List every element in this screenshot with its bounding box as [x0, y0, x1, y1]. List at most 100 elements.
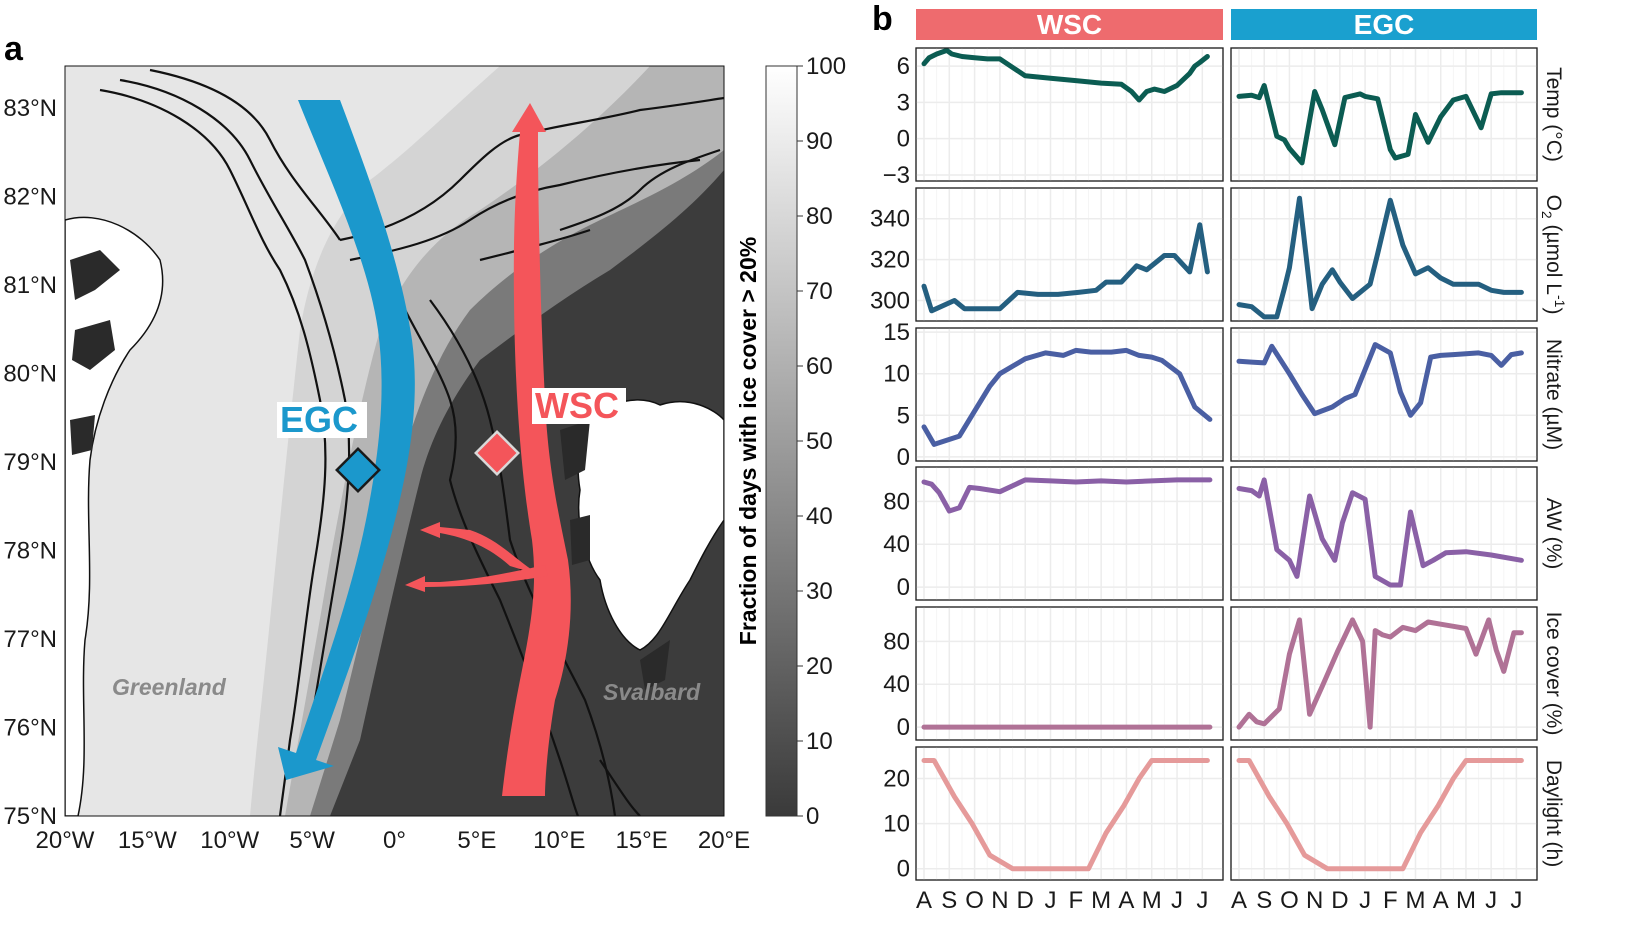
y-tick-label: 80 — [883, 488, 910, 515]
longitude-tick-label: 10°W — [200, 827, 259, 854]
colorbar-tick-label: 30 — [806, 578, 833, 605]
month-tick-label: M — [1091, 887, 1111, 914]
longitude-tick-label: 15°E — [615, 827, 667, 854]
svalbard-land — [577, 399, 724, 651]
latitude-tick-label: 82°N — [3, 184, 57, 211]
y-tick-label: 0 — [897, 444, 910, 471]
svalbard-coast-dark — [560, 420, 670, 690]
colorbar-tick-label: 40 — [806, 503, 833, 530]
egc-station-label: EGC — [280, 399, 358, 440]
facet-panel-border — [1230, 746, 1538, 881]
y-tick-label: 0 — [897, 126, 910, 153]
colorbar-tick-label: 80 — [806, 203, 833, 230]
series-line-egc — [1236, 195, 1524, 320]
colorbar-tick-label: 20 — [806, 653, 833, 680]
y-axis-title-part: ) — [1542, 307, 1565, 314]
facet-panel-border — [915, 606, 1224, 741]
month-tick-label: J — [1045, 887, 1057, 914]
month-tick-label: M — [1142, 887, 1162, 914]
y-tick-label: 340 — [870, 206, 910, 233]
y-axis-title-subscript: 2 — [1539, 211, 1555, 219]
month-tick-label: A — [916, 887, 932, 914]
month-tick-label: J — [1196, 887, 1208, 914]
month-tick-label: O — [965, 887, 984, 914]
colorbar-tick-label: 60 — [806, 353, 833, 380]
colorbar-tick-label: 10 — [806, 728, 833, 755]
facet-panel-border — [915, 746, 1224, 881]
map-frame — [64, 65, 725, 817]
map-latitude-ticks: 83°N 82°N 81°N 80°N 79°N 78°N 77°N 76°N 75°N — [3, 95, 57, 830]
month-tick-label: F — [1068, 887, 1083, 914]
series-line-wsc — [921, 47, 1210, 103]
longitude-tick-label: 20°E — [698, 827, 750, 854]
wsc-label-box — [532, 388, 626, 424]
egc-station-marker — [335, 447, 381, 493]
y-tick-label: 3 — [897, 89, 910, 116]
facet-panel-border — [1230, 466, 1538, 601]
panel-b-letter: b — [872, 0, 893, 38]
y-tick-label: 300 — [870, 288, 910, 315]
y-tick-label: 20 — [883, 766, 910, 793]
latitude-tick-label: 75°N — [3, 803, 57, 830]
y-axis-title-part: (µmol L — [1542, 219, 1565, 295]
longitude-tick-label: 20°W — [36, 827, 95, 854]
ice-band-pale — [65, 66, 500, 816]
latitude-tick-label: 80°N — [3, 361, 57, 388]
month-tick-label: A — [1433, 887, 1449, 914]
latitude-tick-label: 81°N — [3, 272, 57, 299]
y-tick-label: 5 — [897, 402, 910, 429]
facet-panel-border — [1230, 606, 1538, 741]
series-line-egc — [1236, 758, 1524, 872]
y-tick-label: 6 — [897, 53, 910, 80]
colorbar-title: Fraction of days with ice cover > 20% — [735, 237, 761, 645]
month-tick-label: M — [1406, 887, 1426, 914]
map-longitude-ticks: 20°W 15°W 10°W 5°W 0° 5°E 10°E 15°E 20°E — [36, 827, 751, 854]
month-tick-label: A — [1231, 887, 1247, 914]
colorbar-tick-label: 100 — [806, 53, 846, 80]
facet-panel-border — [1230, 327, 1538, 462]
longitude-tick-label: 5°W — [289, 827, 335, 854]
facet-panel-frame — [915, 47, 1224, 182]
month-tick-label: N — [1306, 887, 1323, 914]
facet-panel-frame — [915, 327, 1224, 462]
month-tick-label: A — [1118, 887, 1134, 914]
series-line-egc — [1236, 617, 1524, 730]
y-tick-label: 0 — [897, 574, 910, 601]
latitude-tick-label: 78°N — [3, 538, 57, 565]
y-axis-title: AW (%) — [1542, 498, 1565, 570]
wsc-current-arrow — [405, 103, 571, 796]
y-axis-title: Daylight (h) — [1542, 760, 1565, 867]
wsc-station-marker — [474, 430, 520, 476]
series-line-wsc — [921, 477, 1213, 514]
facet-panel-border — [915, 47, 1224, 182]
y-axis-title: O2 (µmol L-1) — [1539, 195, 1568, 315]
facet-panel-border — [915, 466, 1224, 601]
longitude-tick-label: 5°E — [457, 827, 496, 854]
month-tick-label: M — [1456, 887, 1476, 914]
month-tick-label: S — [941, 887, 957, 914]
latitude-tick-label: 77°N — [3, 626, 57, 653]
y-tick-label: 0 — [897, 856, 910, 883]
panel-a-letter: a — [4, 30, 24, 68]
facet-panel-frame — [1230, 466, 1538, 601]
latitude-tick-label: 79°N — [3, 449, 57, 476]
colorbar-tick-label: 70 — [806, 278, 833, 305]
facet-strip-label: WSC — [1037, 9, 1102, 40]
series-line-egc — [1236, 83, 1524, 166]
facet-panel-frame — [915, 606, 1224, 741]
y-tick-label: 40 — [883, 531, 910, 558]
month-tick-label: D — [1017, 887, 1034, 914]
month-tick-label: J — [1485, 887, 1497, 914]
facet-panel-border — [915, 187, 1224, 322]
egc-current-arrow — [278, 100, 415, 780]
colorbar-tick-label: 0 — [806, 803, 819, 830]
greenland-coast-dark — [70, 250, 120, 455]
facet-panel-border — [1230, 47, 1538, 182]
series-line-wsc — [921, 222, 1210, 314]
latitude-tick-label: 83°N — [3, 95, 57, 122]
svalbard-label: Svalbard — [603, 679, 701, 705]
egc-label-box — [277, 402, 367, 438]
y-tick-label: 10 — [883, 361, 910, 388]
facet-strip-egc — [1231, 9, 1537, 40]
